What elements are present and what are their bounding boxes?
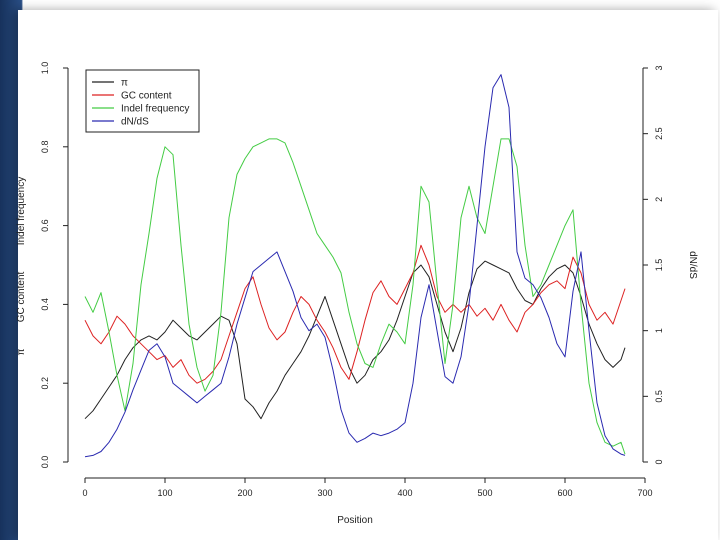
legend-label-1: GC content — [121, 91, 172, 102]
chart-series — [84, 74, 626, 458]
x-tick-label: 400 — [397, 488, 412, 498]
series-line-0 — [84, 260, 626, 420]
y-right-tick-label: 0.5 — [654, 390, 664, 403]
y-left-axis-label-indel: Indel frequency — [16, 177, 27, 245]
y-left-tick-label: 0.4 — [40, 298, 50, 311]
series-line-1 — [84, 244, 626, 384]
y-left-tick-label: 0.8 — [40, 141, 50, 154]
legend-label-2: Indel frequency — [121, 104, 189, 115]
x-tick-label: 200 — [237, 488, 252, 498]
x-tick-label: 300 — [317, 488, 332, 498]
series-line-2 — [84, 138, 626, 455]
x-tick-label: 600 — [557, 488, 572, 498]
y-left-tick-label: 0.0 — [40, 456, 50, 469]
y-left-tick-label: 0.2 — [40, 377, 50, 390]
legend-label-0: π — [121, 78, 128, 89]
y-right-axis-label: dN/dS — [687, 251, 698, 279]
y-right-tick-label: 2.5 — [654, 127, 664, 140]
x-axis-label: Position — [337, 515, 373, 526]
x-tick-label: 100 — [157, 488, 172, 498]
y-right-tick-label: 3 — [654, 65, 664, 70]
y-left-axis-label-pi: π — [16, 348, 27, 355]
y-right-tick-label: 2 — [654, 197, 664, 202]
y-left-tick-label: 0.6 — [40, 219, 50, 232]
y-right-tick-label: 0 — [654, 459, 664, 464]
x-tick-label: 0 — [82, 488, 87, 498]
x-tick-label: 500 — [477, 488, 492, 498]
chart-axes: 0 100 200 300 400 500 600 700 0.0 0.2 0.4 0.6 0.8 1.0… — [40, 62, 664, 498]
chart-legend: π GC content Indel frequency dN/dS — [85, 69, 200, 133]
x-tick-label: 700 — [637, 488, 652, 498]
legend-box — [85, 69, 200, 133]
y-right-tick-label: 1 — [654, 328, 664, 333]
y-left-tick-label: 1.0 — [40, 62, 50, 75]
y-left-axis-label-gc: GC content — [16, 271, 27, 322]
series-line-3 — [84, 74, 626, 458]
legend-label-3: dN/dS — [121, 117, 149, 128]
y-right-tick-label: 1.5 — [654, 259, 664, 272]
